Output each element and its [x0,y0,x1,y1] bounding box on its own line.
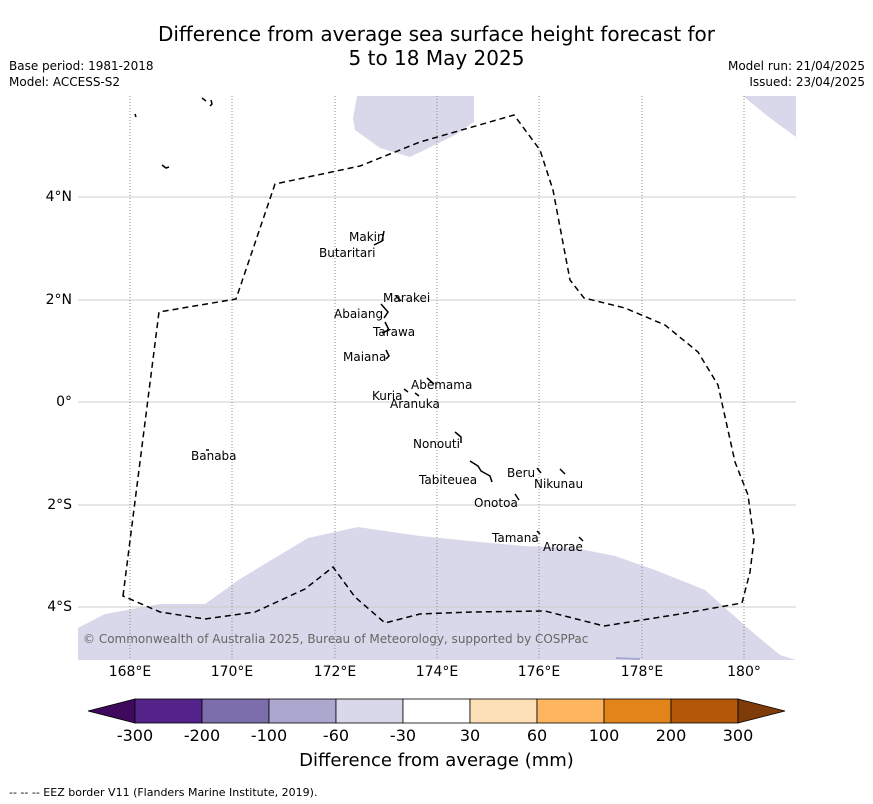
lat-label-2s: 2°S [47,497,72,513]
footnote-eez: -- -- -- EEZ border V11 (Flanders Marine… [9,786,318,799]
colorbar-title: Difference from average (mm) [299,750,574,771]
colorbar-segment-4 [335,698,404,724]
marakei-coast [395,295,402,302]
anomaly-region-south [78,527,796,660]
eez-border-line [122,114,755,627]
maiana-coast [385,349,390,360]
place-label-beru: Beru [507,466,536,480]
lat-label-4n: 4°N [45,189,72,205]
place-label-onotoa: Onotoa [474,496,518,510]
nonouti-coast [454,431,462,443]
island-nw-2 [161,164,170,169]
arorae-coast [578,536,584,542]
meta-left: Base period: 1981-2018 Model: ACCESS-S2 [9,58,154,90]
colorbar-tick-label: -100 [250,726,288,745]
place-label-tamana: Tamana [492,531,539,545]
anomaly-region-northeast [743,96,796,137]
title-line-1: Difference from average sea surface heig… [157,22,716,46]
beru-coast [536,467,542,474]
colorbar-extend-low [87,698,136,724]
onotoa-coast [514,493,520,501]
lon-label-178e: 178°E [620,664,664,680]
place-label-banaba: Banaba [191,449,237,463]
colorbar-segment-5 [402,698,471,724]
lat-label-4s: 4°S [47,599,72,615]
lon-label-168e: 168°E [108,664,152,680]
colorbar-segment-3 [268,698,337,724]
island-nw-3 [201,97,207,102]
place-label-butaritari: Butaritari [319,246,376,260]
model-text: Model: ACCESS-S2 [9,75,121,89]
lat-label-2n: 2°N [45,292,72,308]
colorbar-segment-6 [469,698,538,724]
colorbar-segment-9 [670,698,739,724]
place-label-abemama: Abemama [411,378,473,392]
longitude-gridlines [129,96,745,660]
place-label-marakei: Marakei [383,291,431,305]
place-label-kuria: Kuria [372,389,403,403]
abaiang-coast [380,303,389,319]
colorbar-tick-label: -200 [183,726,221,745]
island-nw-4 [209,99,213,107]
colorbar-tick-label: -300 [116,726,154,745]
kuria-coast [403,388,409,393]
anomaly-fill [78,96,796,660]
place-label-arorae: Arorae [543,540,583,554]
colorbar-tick-label: 60 [526,726,548,745]
lon-label-172e: 172°E [313,664,357,680]
makin-coast [373,230,385,246]
colorbar-tick-label: 30 [459,726,481,745]
anomaly-region-north [353,96,474,157]
colorbar-tick-label: 200 [655,726,687,745]
lon-label-170e: 170°E [210,664,254,680]
place-label-tarawa: Tarawa [373,325,416,339]
lon-label-176e: 176°E [517,664,561,680]
model-run-text: Model run: 21/04/2025 [727,59,865,73]
title-line-2: 5 to 18 May 2025 [348,46,525,70]
place-label-nikunau: Nikunau [534,477,584,491]
colorbar [87,698,786,724]
colorbar-segment-1 [134,698,203,724]
island-se [615,657,641,660]
tamana-coast [536,530,541,535]
abemama-coast [426,377,435,385]
aranuka-coast [414,392,420,397]
colorbar-segment-2 [201,698,270,724]
lon-label-174e: 174°E [415,664,459,680]
lat-label-0: 0° [56,394,72,410]
colorbar-segment-8 [603,698,672,724]
colorbar-extend-high [737,698,786,724]
base-period-text: Base period: 1981-2018 [9,59,154,73]
colorbar-tick-label: -60 [322,726,350,745]
place-label-maiana: Maiana [343,350,387,364]
issued-text: Issued: 23/04/2025 [749,75,865,89]
colorbar-segment-7 [536,698,605,724]
colorbar-tick-label: 100 [588,726,620,745]
tarawa-coast [381,321,391,334]
place-label-aranuka: Aranuka [390,397,440,411]
lon-label-180: 180° [727,664,761,680]
colorbar-tick-label: -30 [389,726,417,745]
place-label-nonouti: Nonouti [413,437,460,451]
place-label-tabiteuea: Tabiteuea [419,473,478,487]
map-title: Difference from average sea surface heig… [0,22,873,70]
island-nw-1 [134,113,137,118]
copyright-text: © Commonwealth of Australia 2025, Bureau… [83,632,589,646]
place-label-makin: Makin [349,230,385,244]
meta-right: Model run: 21/04/2025 Issued: 23/04/2025 [728,58,865,90]
colorbar-tick-label: 300 [722,726,754,745]
nikunau-coast [559,468,566,475]
tabiteuea-coast [469,460,493,483]
place-label-abaiang: Abaiang [334,307,384,321]
island-coastlines [134,97,641,660]
